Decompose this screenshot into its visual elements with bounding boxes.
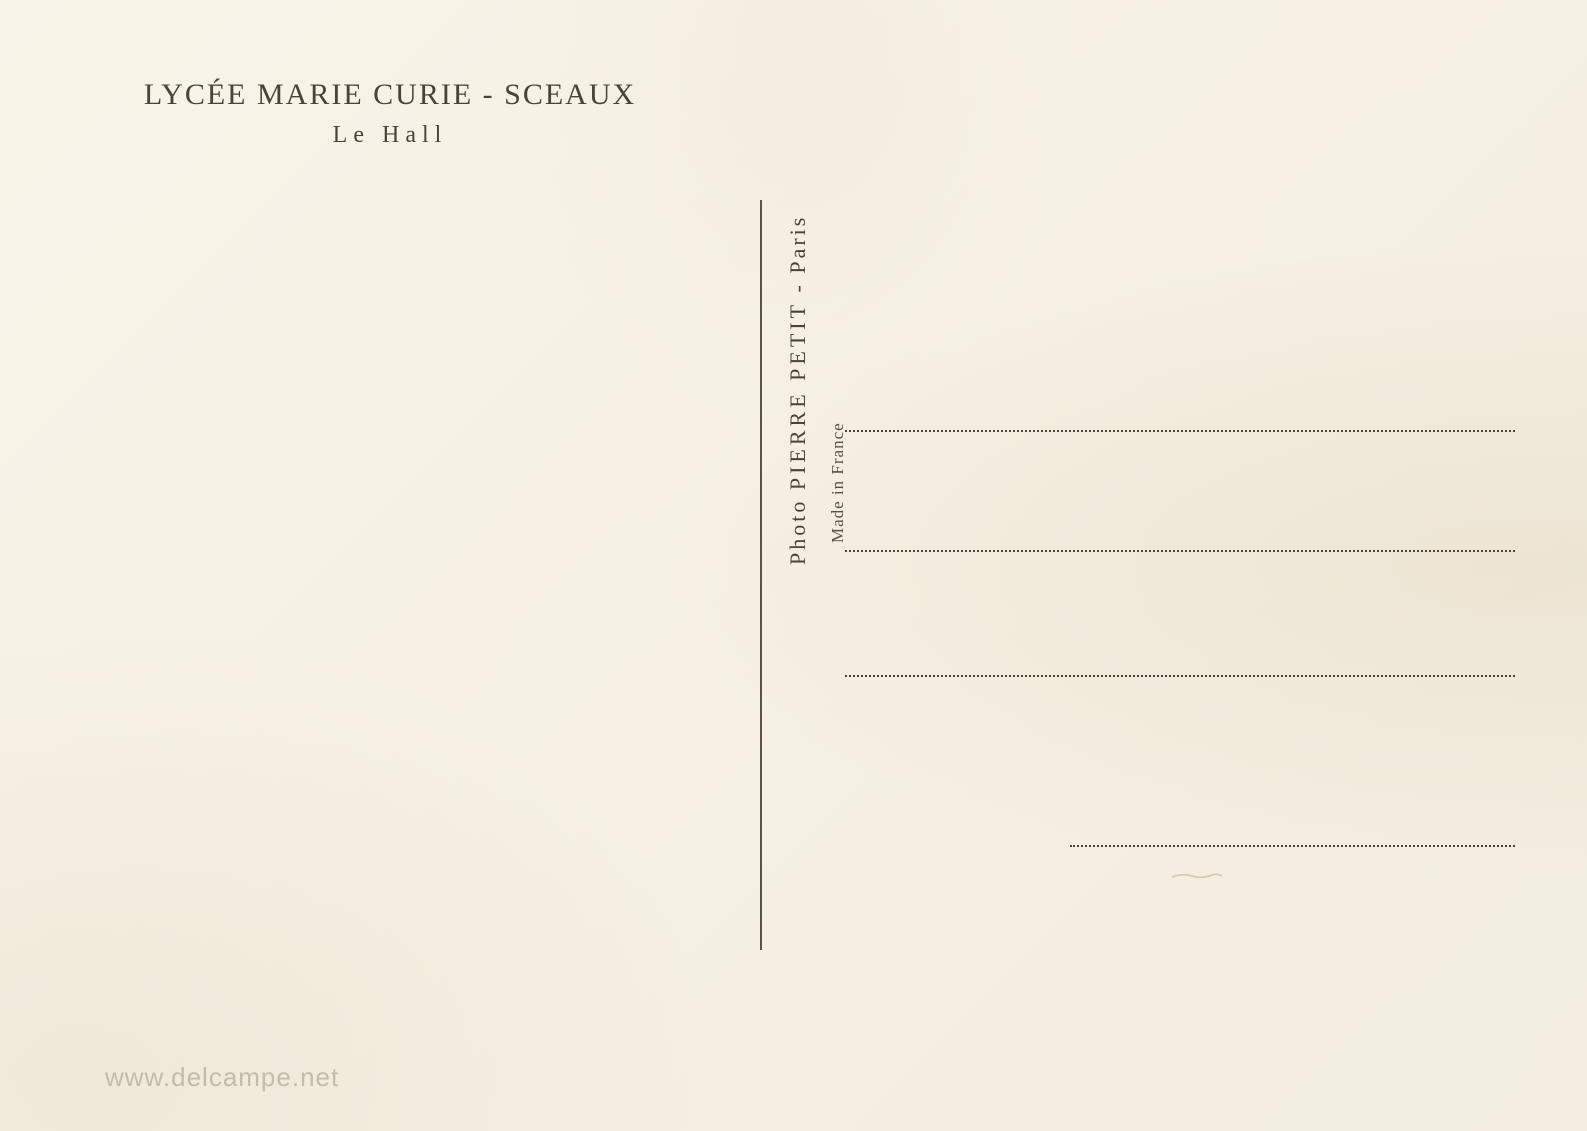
publisher-prefix: Photo <box>785 499 810 565</box>
postcard-title: LYCÉE MARIE CURIE - SCEAUX <box>130 78 650 112</box>
publisher-credit: Photo PIERRE PETIT - Paris <box>785 215 811 565</box>
publisher-city: Paris <box>785 215 810 274</box>
center-divider <box>760 200 762 950</box>
watermark-text: www.delcampe.net <box>105 1062 339 1093</box>
made-in-text: Made in France <box>828 422 848 543</box>
publisher-separator: - <box>785 282 810 292</box>
postcard-subtitle: Le Hall <box>130 122 650 149</box>
title-block: LYCÉE MARIE CURIE - SCEAUX Le Hall <box>130 78 650 149</box>
address-line-3 <box>845 675 1515 677</box>
address-line-4 <box>1070 845 1515 847</box>
paper-aging-effect <box>0 0 1587 1131</box>
publisher-name: PIERRE PETIT <box>785 301 810 490</box>
postcard-back: LYCÉE MARIE CURIE - SCEAUX Le Hall Photo… <box>0 0 1587 1131</box>
address-line-1 <box>845 430 1515 432</box>
handwriting-mark <box>1167 865 1227 885</box>
address-line-2 <box>845 550 1515 552</box>
